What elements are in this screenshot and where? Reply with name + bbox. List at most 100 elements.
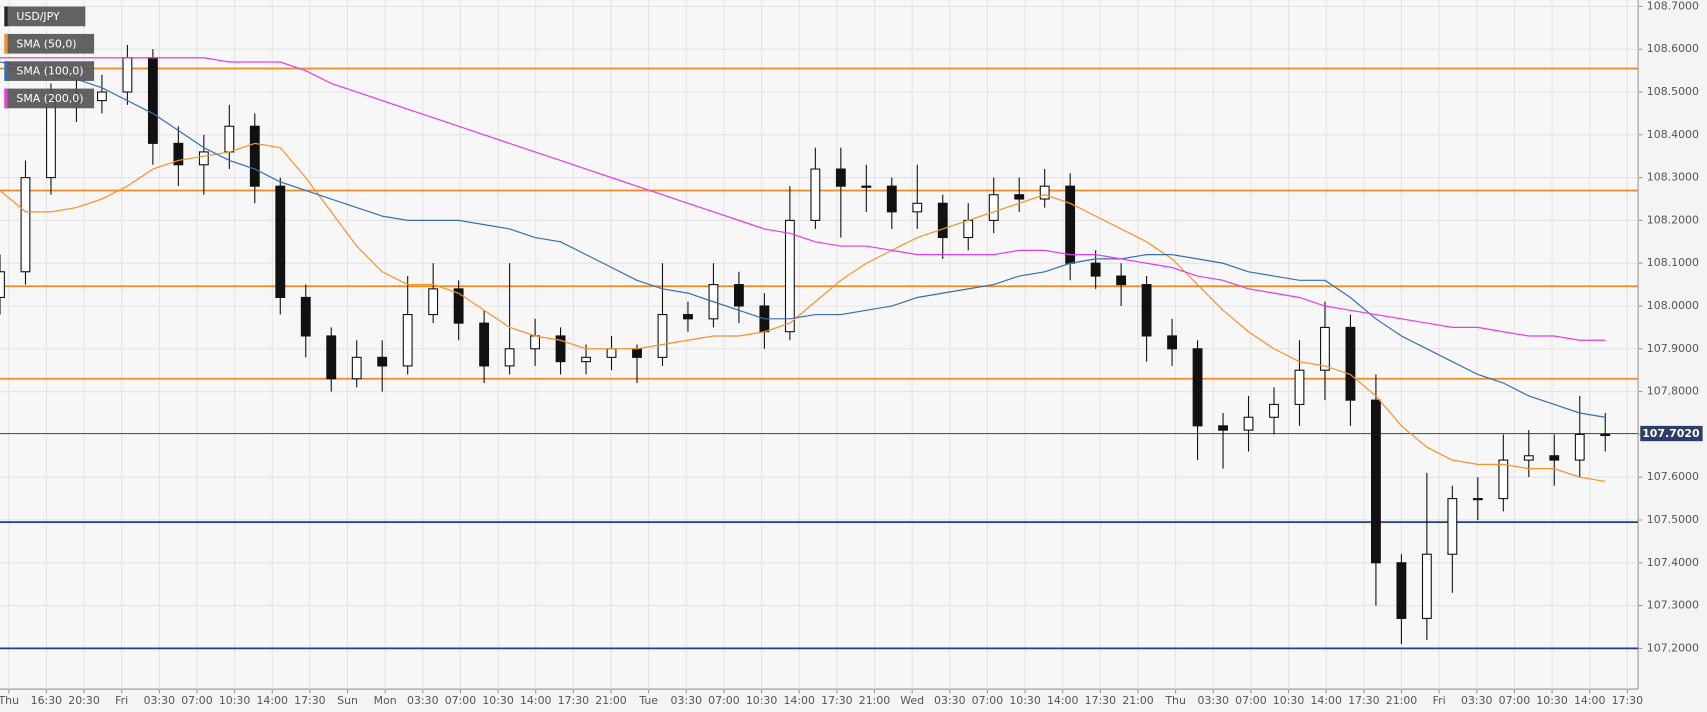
x-tick-label: 17:30	[1085, 694, 1117, 707]
candle-body	[683, 314, 693, 320]
candle-body	[504, 348, 515, 367]
candle-body	[1294, 369, 1305, 405]
candle-body	[733, 284, 744, 307]
x-tick-label: Thu	[1164, 694, 1186, 707]
candle-body	[963, 219, 974, 239]
candle-body	[1269, 403, 1279, 418]
plot-area	[0, 0, 1638, 689]
y-tick-label: 107.9000	[1647, 342, 1699, 355]
candle-body	[1039, 185, 1050, 200]
y-tick-label: 108.1000	[1647, 256, 1699, 269]
legend-box	[4, 88, 95, 109]
candle-body	[173, 142, 184, 166]
candle-body	[886, 185, 897, 213]
x-tick-label: Mon	[374, 694, 397, 707]
legend-swatch	[4, 61, 8, 81]
y-tick-label: 107.6000	[1647, 470, 1699, 483]
candle-body	[835, 168, 846, 187]
candle-body	[0, 271, 5, 298]
y-tick-label: 108.6000	[1647, 42, 1699, 55]
candle-body	[555, 335, 566, 363]
x-tick-label: 10:30	[482, 694, 514, 707]
x-tick-label: 14:00	[1310, 694, 1342, 707]
x-tick-label: 03:30	[407, 694, 439, 707]
x-tick-label: 17:30	[1348, 694, 1380, 707]
y-tick-label: 108.0000	[1647, 299, 1699, 312]
legend-label: SMA (50,0)	[16, 37, 76, 50]
candle-body	[1218, 425, 1228, 431]
candle-body	[275, 185, 286, 298]
y-tick-label: 107.5000	[1647, 513, 1699, 526]
x-tick-label: 21:00	[595, 694, 627, 707]
x-tick-label: 20:30	[68, 694, 100, 707]
x-tick-label: 10:30	[1536, 694, 1568, 707]
x-tick-label: 17:30	[558, 694, 590, 707]
x-tick-label: 03:30	[671, 694, 703, 707]
x-tick-label: Wed	[900, 694, 924, 707]
candle-body	[988, 194, 999, 221]
y-tick-label: 107.3000	[1647, 599, 1699, 612]
candle-body	[1167, 335, 1178, 350]
candle-body	[1600, 433, 1611, 437]
legend-swatch	[4, 6, 8, 27]
candle-body	[479, 322, 490, 367]
legend-box	[4, 61, 95, 81]
candle-body	[96, 91, 107, 102]
candle-body	[606, 348, 617, 358]
x-tick-label: Thu	[0, 694, 19, 707]
y-tick-label: 107.2000	[1647, 641, 1699, 654]
candle-body	[1421, 553, 1432, 619]
x-tick-label: 16:30	[31, 694, 63, 707]
candle-body	[1141, 284, 1152, 337]
legend-swatch	[4, 33, 8, 54]
sma-line	[0, 142, 1606, 483]
candle-body	[249, 125, 260, 187]
candle-body	[1243, 416, 1254, 431]
candle-body	[224, 125, 235, 153]
candle-body	[1014, 194, 1025, 200]
x-tick-label: 07:00	[445, 694, 477, 707]
candle-body	[1345, 326, 1356, 401]
legend-label: USD/JPY	[16, 10, 60, 23]
x-tick-label: 07:00	[181, 694, 213, 707]
x-tick-label: 07:00	[972, 694, 1004, 707]
x-tick-label: 14:00	[256, 694, 288, 707]
x-tick-label: 21:00	[1386, 694, 1418, 707]
y-tick-label: 107.4000	[1647, 556, 1699, 569]
candle-body	[402, 314, 413, 367]
y-tick-label: 107.8000	[1647, 385, 1699, 398]
y-tick-label: 108.3000	[1647, 171, 1699, 184]
candle-body	[20, 177, 31, 273]
candle-body	[937, 202, 948, 239]
candle-body	[198, 151, 209, 166]
candle-body	[1116, 275, 1127, 286]
candle-body	[581, 356, 591, 363]
candle-body	[632, 348, 642, 358]
x-tick-label: 10:30	[746, 694, 778, 707]
x-tick-label: 03:30	[144, 694, 176, 707]
candle-body	[351, 356, 362, 380]
candle-body	[1549, 455, 1560, 461]
x-tick-label: 14:00	[1574, 694, 1606, 707]
x-tick-label: 17:30	[821, 694, 853, 707]
candle-body	[1320, 326, 1330, 371]
x-tick-label: 10:30	[1009, 694, 1041, 707]
legend-label: SMA (200,0)	[16, 92, 83, 105]
legend-swatch	[4, 88, 8, 109]
candle-body	[1574, 433, 1585, 461]
x-tick-label: Tue	[638, 694, 658, 707]
candle-body	[657, 314, 668, 358]
last-price-label: 107.7020	[1642, 427, 1700, 440]
x-tick-label: 21:00	[1122, 694, 1154, 707]
candle-body	[1498, 459, 1509, 500]
candle-body	[147, 57, 158, 144]
x-tick-label: 07:00	[708, 694, 740, 707]
y-tick-label: 108.2000	[1647, 213, 1699, 226]
y-tick-label: 108.4000	[1647, 128, 1699, 141]
candle-body	[1370, 399, 1381, 564]
sma-line	[0, 57, 1606, 341]
x-tick-label: 03:30	[1198, 694, 1230, 707]
y-tick-label: 108.5000	[1647, 85, 1699, 98]
